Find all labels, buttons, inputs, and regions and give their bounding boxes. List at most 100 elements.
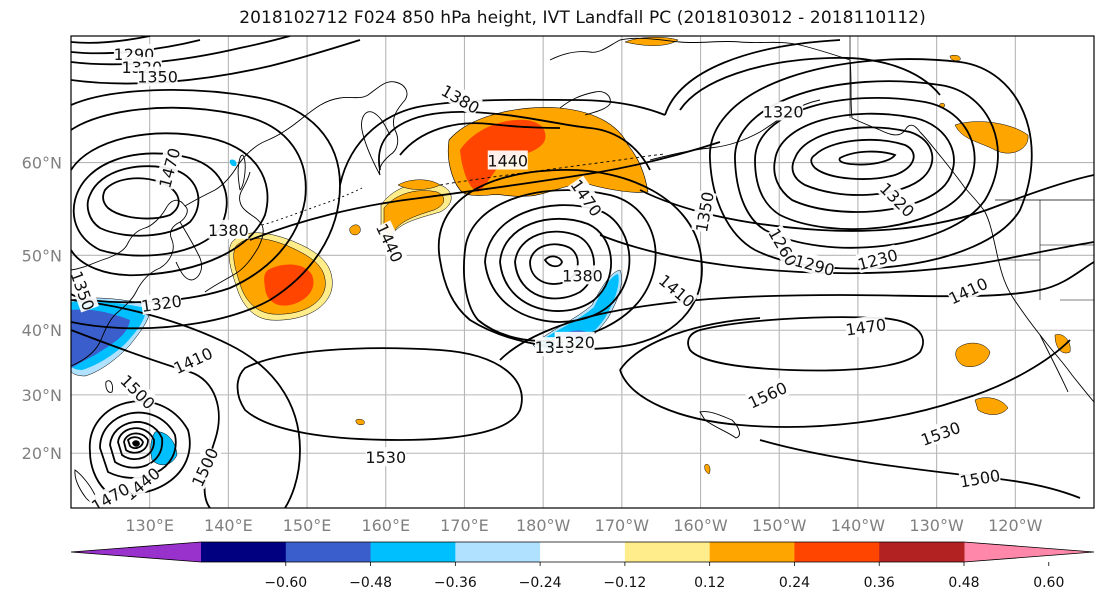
contour-label-text: 1530	[365, 448, 406, 467]
contour-west-low-2	[86, 165, 200, 237]
colorbar-swatch	[794, 542, 880, 562]
contour-1470-aleutian	[249, 141, 721, 241]
coastline-north-america-west	[919, 131, 1094, 403]
coastline-kuril	[261, 187, 363, 226]
contour-label-bg	[918, 417, 963, 449]
map-title: 2018102712 F024 850 hPa height, IVT Land…	[239, 8, 926, 28]
contour-ne-low-2	[810, 138, 915, 180]
coastline-kamchatka	[361, 111, 391, 176]
contour-central-low-4	[499, 217, 612, 312]
longitude-label: 170°E	[440, 516, 489, 535]
contour-central-low-5	[484, 204, 631, 323]
contour-ne-low-1	[838, 150, 897, 166]
contour-label-bg	[554, 331, 595, 351]
contour-label-bg	[655, 270, 699, 311]
contour-label: 1380	[208, 219, 249, 240]
contour-label: 1350	[137, 66, 178, 87]
contour-typhoon-2	[123, 432, 149, 454]
longitude-label: 130°W	[909, 516, 964, 535]
colorbar-tick-label: −0.12	[603, 575, 646, 591]
contour-1530-east	[619, 317, 1071, 428]
contour-1320-north	[679, 56, 941, 111]
contour-label-bg	[208, 219, 249, 239]
contour-label-bg	[170, 342, 215, 377]
latitude-label: 50°N	[22, 246, 62, 265]
contour-label-text: 1380	[562, 266, 603, 285]
latitude-labels: 60°N 50°N 40°N 30°N 20°N	[22, 154, 62, 464]
longitude-labels: 130°E 140°E 150°E 160°E 170°E 180°W 170°W 160°W…	[125, 516, 1042, 535]
coastline-baja	[1039, 334, 1069, 393]
contour-1470-west	[71, 299, 301, 508]
colorbar-tick-label: −0.24	[519, 575, 562, 591]
contour-west-low-1	[102, 177, 180, 220]
contour-typhoon-6	[89, 400, 191, 495]
contour-label-text: 1350	[137, 68, 178, 87]
ivt-shade-blob-1	[349, 224, 361, 236]
contour-top-left-1	[71, 36, 151, 44]
contour-label-bg	[567, 175, 607, 220]
longitude-label: 130°E	[125, 516, 174, 535]
ivt-shade-blob-4	[949, 54, 961, 62]
contour-ne-low-4	[773, 112, 955, 213]
contour-1380-loop	[378, 111, 651, 171]
contour-label-bg	[365, 447, 406, 467]
contour-west-low-4	[71, 132, 269, 277]
longitude-label: 180°W	[516, 516, 571, 535]
contour-typhoon-4	[109, 421, 163, 469]
contour-1350-north	[664, 39, 841, 116]
colorbar-outline	[70, 541, 1095, 563]
colorbar-swatch	[709, 542, 795, 562]
coastline-hawaii	[699, 411, 740, 439]
ivt-shade-blob-5	[955, 342, 991, 368]
colorbar-swatch	[624, 542, 711, 562]
ivt-shade-blob-3	[954, 121, 1029, 154]
colorbar-extend-low	[71, 542, 201, 562]
ivt-shade-blob-9	[704, 464, 711, 475]
contour-label-bg	[117, 370, 160, 413]
colorbar-tick-label: 0.36	[864, 575, 895, 591]
contour-1470-east	[599, 234, 1094, 275]
contour-1560	[687, 316, 924, 372]
contour-1410-loop	[339, 98, 666, 186]
latitude-label: 40°N	[22, 321, 62, 340]
longitude-label: 160°W	[673, 516, 728, 535]
contour-label: 1320	[554, 331, 595, 352]
contour-label-text: 1320	[763, 102, 804, 121]
coastline-bering	[559, 91, 611, 116]
contour-label-text: 1320	[554, 333, 595, 352]
contour-1530-west	[236, 347, 523, 441]
contour-label-text: 1380	[208, 221, 249, 240]
contour-typhoon-1	[126, 436, 144, 449]
coastline-taiwan	[105, 380, 113, 393]
map-frame	[70, 35, 1095, 509]
contour-label-text: 1440	[487, 151, 528, 170]
contour-label: 1470	[844, 314, 887, 340]
colorbar-swatch	[540, 542, 626, 562]
colorbar-tick-label: 0.12	[694, 575, 725, 591]
contour-label: 1440	[487, 150, 528, 170]
ivt-shade-blob-6	[974, 397, 1009, 415]
contour-label-bg	[137, 66, 178, 86]
colorbar-extend-high	[964, 542, 1094, 562]
longitude-label: 160°E	[361, 516, 410, 535]
contour-central-low-7	[437, 169, 703, 350]
contour-label: 1320	[763, 101, 804, 121]
colorbar: −0.60 −0.48 −0.36 −0.24 −0.12 0.12 0.24 0.36 0.4…	[70, 541, 1095, 591]
contour-1440	[399, 122, 561, 156]
contour-label-bg	[373, 220, 408, 265]
colorbar-swatch	[879, 542, 965, 562]
contour-ne-low-3	[791, 126, 934, 196]
contour-label: 1290	[792, 250, 837, 280]
ivt-shade-sea-of-japan	[229, 159, 237, 167]
contour-top-left-4	[71, 39, 361, 85]
colorbar-tick-label: 0.24	[779, 575, 810, 591]
contour-typhoon-center	[132, 440, 140, 447]
latitude-label: 30°N	[22, 386, 62, 405]
contour-label-bg	[140, 290, 183, 315]
contour-typhoon-5	[99, 411, 177, 479]
contour-label: 1380	[562, 265, 603, 285]
contour-label-bg	[763, 101, 804, 121]
coastline-alaska	[549, 37, 921, 136]
contour-label-bg	[855, 244, 900, 274]
contour-label: 1530	[365, 447, 406, 467]
